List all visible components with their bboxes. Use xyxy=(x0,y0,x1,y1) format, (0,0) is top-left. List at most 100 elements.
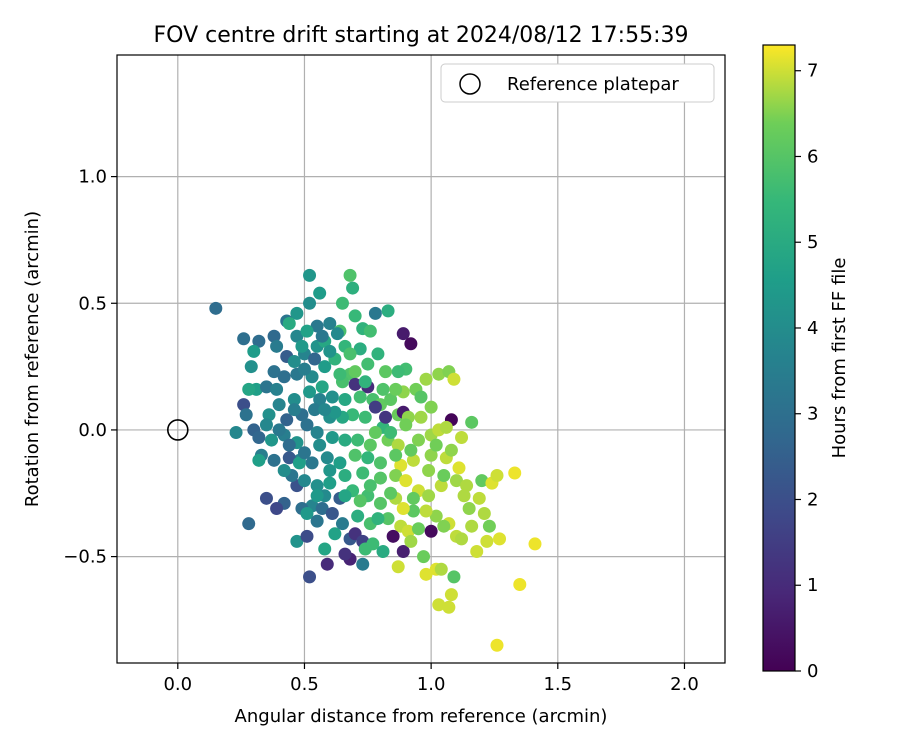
scatter-point xyxy=(325,507,339,521)
scatter-point xyxy=(310,514,324,528)
scatter-point xyxy=(368,425,382,439)
scatter-point xyxy=(300,324,314,338)
scatter-point xyxy=(305,456,319,470)
scatter-point xyxy=(432,598,446,612)
scatter-point xyxy=(297,474,311,488)
scatter-point xyxy=(368,400,382,414)
scatter-point xyxy=(272,398,286,412)
scatter-point xyxy=(333,367,347,381)
scatter-point xyxy=(259,491,273,505)
scatter-point xyxy=(267,329,281,343)
y-tick-label: −0.5 xyxy=(63,547,107,568)
colorbar: 0 1 2 3 4 5 6 7 Hours from first FF file xyxy=(762,44,850,682)
scatter-point xyxy=(353,494,367,508)
scatter-point xyxy=(277,463,291,477)
colorbar-gradient xyxy=(762,44,796,672)
scatter-point xyxy=(379,365,393,379)
scatter-point xyxy=(422,463,436,477)
scatter-point xyxy=(439,420,453,434)
scatter-point xyxy=(338,433,352,447)
scatter-point xyxy=(406,491,420,505)
scatter-point xyxy=(270,382,284,396)
scatter-point xyxy=(358,410,372,424)
scatter-point xyxy=(381,512,395,526)
scatter-point xyxy=(323,476,337,490)
scatter-point xyxy=(282,451,296,465)
scatter-point xyxy=(477,507,491,521)
scatter-point xyxy=(401,524,415,538)
scatter-point xyxy=(338,469,352,483)
scatter-point xyxy=(346,281,360,295)
x-tick-label: 2.0 xyxy=(670,674,699,695)
scatter-point xyxy=(424,448,438,462)
scatter-point xyxy=(452,461,466,475)
scatter-point xyxy=(265,433,279,447)
scatter-point xyxy=(297,446,311,460)
scatter-point xyxy=(237,398,251,412)
colorbar-tick-label: 6 xyxy=(807,146,818,167)
scatter-point xyxy=(379,410,393,424)
scatter-point xyxy=(373,496,387,510)
scatter-point xyxy=(455,431,469,445)
legend: Reference platepar xyxy=(440,63,715,103)
scatter-point xyxy=(422,489,436,503)
colorbar-tick-label: 4 xyxy=(807,318,818,339)
x-tick-label: 1.5 xyxy=(543,674,572,695)
scatter-point xyxy=(482,519,496,533)
scatter-point xyxy=(318,403,332,417)
scatter-point xyxy=(384,393,398,407)
scatter-point xyxy=(310,425,324,439)
scatter-point xyxy=(358,375,372,389)
scatter-point xyxy=(287,403,301,417)
scatter-point xyxy=(338,393,352,407)
scatter-point xyxy=(282,438,296,452)
colorbar-ticks: 0 1 2 3 4 5 6 7 xyxy=(795,61,818,682)
scatter-point xyxy=(361,451,375,465)
scatter-point xyxy=(361,357,375,371)
scatter-point xyxy=(462,501,476,515)
scatter-point xyxy=(460,479,474,493)
scatter-point xyxy=(292,456,306,470)
scatter-point xyxy=(419,567,433,581)
scatter-point xyxy=(419,372,433,386)
scatter-point xyxy=(277,370,291,384)
scatter-point xyxy=(386,529,400,543)
scatter-point xyxy=(310,479,324,493)
scatter-point xyxy=(262,408,276,422)
reference-platepar-marker xyxy=(167,419,189,441)
legend-label-reference: Reference platepar xyxy=(507,74,679,95)
scatter-point xyxy=(470,545,484,559)
scatter-point xyxy=(376,545,390,559)
scatter-point xyxy=(338,489,352,503)
y-axis: −0.5 0.0 0.5 1.0 xyxy=(63,167,117,568)
scatter-point xyxy=(270,501,284,515)
scatter-point xyxy=(308,352,322,366)
scatter-point xyxy=(323,463,337,477)
scatter-point xyxy=(363,324,377,338)
scatter-point xyxy=(381,304,395,318)
scatter-point xyxy=(399,418,413,432)
scatter-point xyxy=(335,517,349,531)
scatter-point xyxy=(528,537,542,551)
colorbar-tick-label: 1 xyxy=(807,575,818,596)
scatter-point xyxy=(406,504,420,518)
scatter-point xyxy=(480,534,494,548)
scatter-point xyxy=(444,443,458,457)
y-tick-label: 1.0 xyxy=(78,167,107,188)
scatter-point xyxy=(368,306,382,320)
scatter-point xyxy=(297,362,311,376)
scatter-point xyxy=(493,532,507,546)
scatter-point xyxy=(508,466,522,480)
scatter-point xyxy=(434,562,448,576)
scatter-point xyxy=(325,431,339,445)
scatter-point xyxy=(424,400,438,414)
scatter-point xyxy=(429,438,443,452)
y-axis-label: Rotation from reference (arcmin) xyxy=(22,211,43,507)
scatter-point xyxy=(384,486,398,500)
scatter-point xyxy=(513,577,527,591)
scatter-point xyxy=(348,365,362,379)
scatter-point xyxy=(434,479,448,493)
scatter-point xyxy=(242,517,256,531)
scatter-point xyxy=(371,512,385,526)
scatter-point xyxy=(384,425,398,439)
